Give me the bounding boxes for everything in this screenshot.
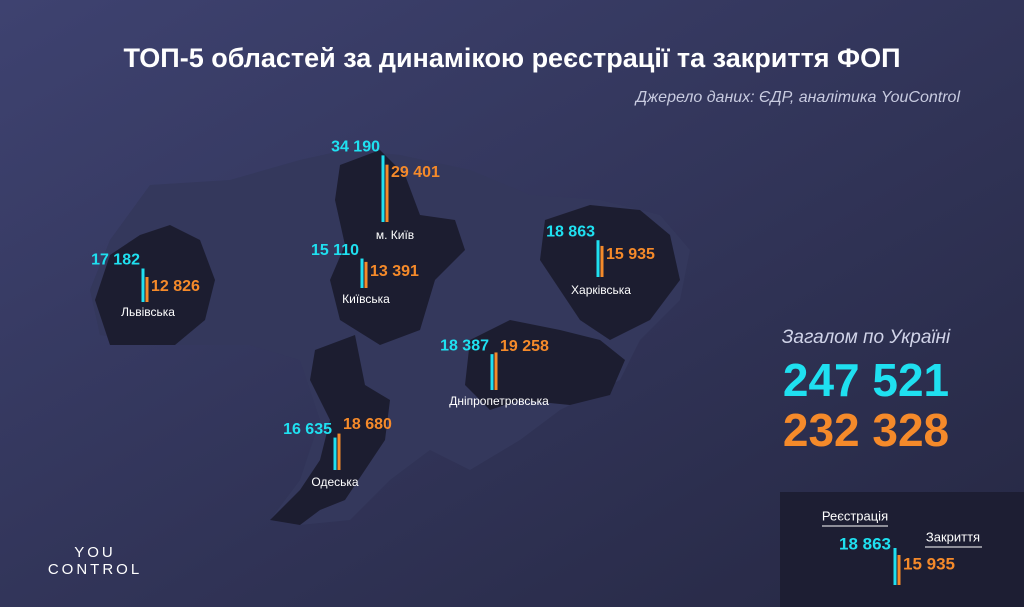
registration-label: 34 190	[331, 139, 380, 156]
region-name: Дніпропетровська	[449, 394, 549, 408]
registration-label: 15 110	[311, 242, 359, 259]
kyiv-region	[330, 150, 465, 345]
legend-example-registrations: 18 863	[839, 534, 891, 553]
registration-label: 18 863	[546, 223, 595, 240]
registration-label: 18 387	[440, 337, 489, 354]
legend-registrations: Реєстрація	[822, 508, 888, 523]
kharkiv-region	[540, 205, 680, 340]
closure-label: 19 258	[500, 338, 549, 355]
lviv-region	[95, 225, 215, 345]
logo-top: YOU	[74, 544, 116, 561]
total-closures: 232 328	[783, 404, 949, 456]
region-name: Харківська	[571, 283, 631, 297]
closure-label: 15 935	[606, 246, 655, 263]
total-registrations: 247 521	[783, 354, 949, 406]
regions	[95, 150, 680, 525]
region-name: м. Київ	[376, 228, 414, 242]
odesa-region	[270, 335, 390, 525]
legend-example-closures: 15 935	[903, 554, 955, 573]
source: Джерело даних: ЄДР, аналітика YouControl	[634, 89, 961, 106]
legend-closures: Закриття	[926, 529, 980, 544]
region-name: Львівська	[121, 305, 175, 319]
closure-label: 18 680	[343, 416, 392, 433]
region-name: Одеська	[311, 475, 359, 489]
closure-label: 13 391	[370, 263, 419, 280]
registration-label: 17 182	[91, 252, 140, 269]
closure-label: 12 826	[151, 278, 200, 295]
closure-label: 29 401	[391, 164, 440, 181]
dnipro-region	[465, 320, 625, 410]
title: ТОП-5 областей за динамікою реєстрації т…	[123, 43, 900, 73]
total-label: Загалом по Україні	[782, 327, 951, 348]
legend-box	[780, 492, 1024, 607]
logo-bottom: CONTROL	[48, 561, 142, 578]
registration-label: 16 635	[283, 421, 332, 438]
region-name: Київська	[342, 292, 390, 306]
